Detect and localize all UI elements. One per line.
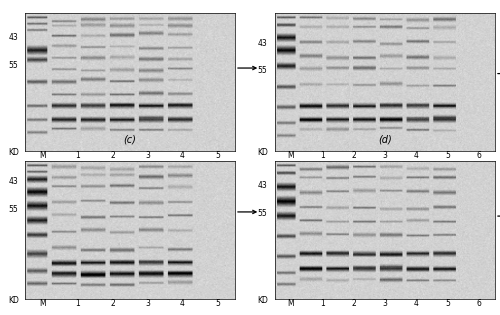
Text: 3: 3 <box>145 151 150 159</box>
Text: M: M <box>288 299 294 307</box>
Text: 1: 1 <box>320 151 324 159</box>
Text: 5: 5 <box>215 151 220 159</box>
Text: 4: 4 <box>414 299 419 307</box>
Text: M: M <box>39 151 46 159</box>
Text: (d): (d) <box>378 134 392 144</box>
Text: 2: 2 <box>110 151 115 159</box>
Text: 1: 1 <box>75 299 80 307</box>
Text: 55: 55 <box>258 209 267 218</box>
Text: 2: 2 <box>351 299 356 307</box>
Text: 4: 4 <box>414 151 419 159</box>
Text: 6: 6 <box>477 299 482 307</box>
Text: 55: 55 <box>8 61 18 70</box>
Text: 6: 6 <box>477 151 482 159</box>
Text: 5: 5 <box>446 299 450 307</box>
Text: 5: 5 <box>446 151 450 159</box>
Text: 5: 5 <box>215 299 220 307</box>
Text: 4: 4 <box>180 151 185 159</box>
Text: KD: KD <box>8 148 19 158</box>
Text: 43: 43 <box>8 33 18 42</box>
Text: 2: 2 <box>351 151 356 159</box>
Text: KD: KD <box>258 148 268 158</box>
Text: 4: 4 <box>180 299 185 307</box>
Text: 43: 43 <box>8 177 18 186</box>
Text: 2: 2 <box>110 299 115 307</box>
Text: KD: KD <box>258 296 268 306</box>
Text: 55: 55 <box>258 66 267 75</box>
Text: 43: 43 <box>258 181 267 190</box>
Text: 43: 43 <box>258 39 267 48</box>
Text: 3: 3 <box>382 151 388 159</box>
Text: 3: 3 <box>145 299 150 307</box>
Text: M: M <box>39 299 46 307</box>
Text: 55: 55 <box>8 205 18 214</box>
Text: (c): (c) <box>124 134 136 144</box>
Text: 3: 3 <box>382 299 388 307</box>
Text: 1: 1 <box>75 151 80 159</box>
Text: M: M <box>288 151 294 159</box>
Text: 1: 1 <box>320 299 324 307</box>
Text: KD: KD <box>8 296 19 306</box>
